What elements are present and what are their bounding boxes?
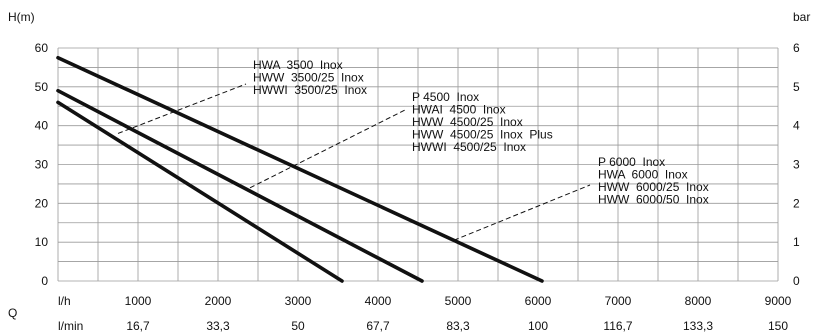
x-tick-label-lh: 2000 — [205, 294, 232, 308]
x-tick-label-lmin: 16,7 — [126, 319, 150, 333]
curve-label: HWW 4500/25 Inox — [412, 115, 523, 129]
x-tick-label-lh: 4000 — [365, 294, 392, 308]
curve-label: HWW 3500/25 Inox — [253, 71, 364, 85]
y-tick-label-left: 30 — [35, 158, 49, 172]
x-tick-label-lmin: 100 — [528, 319, 548, 333]
y-axis-title-right: bar — [793, 10, 810, 24]
curve-label: HWA 6000 Inox — [598, 168, 688, 182]
y-tick-label-right: 0 — [793, 274, 800, 288]
x-tick-label-lmin: 33,3 — [206, 319, 230, 333]
x-tick-label-lmin: 83,3 — [446, 319, 470, 333]
pump-curve-1 — [56, 100, 344, 283]
curve-label: HWWI 3500/25 Inox — [253, 83, 367, 97]
label-leader-1 — [117, 83, 247, 134]
y-tick-label-right: 6 — [793, 41, 800, 55]
x-tick-label-lh: 8000 — [685, 294, 712, 308]
y-tick-label-right: 2 — [793, 196, 800, 210]
x-unit-lmin: l/min — [58, 319, 83, 333]
label-leader-2 — [249, 109, 406, 189]
pump-curve-3 — [56, 55, 544, 283]
tick-labels: 0 10 20 30 40 50 60 0 1 2 3 4 5 6 1000 2000 3000 4000 5000… — [35, 41, 800, 333]
curve-label: HWA 3500 Inox — [253, 58, 343, 72]
y-axis-title-left: H(m) — [8, 10, 35, 24]
curves — [56, 55, 544, 283]
label-leaders — [117, 83, 591, 241]
curve-label: HWW 6000/50 Inox — [598, 193, 709, 207]
y-tick-label-left: 10 — [35, 235, 49, 249]
grid — [57, 47, 779, 282]
y-tick-label-right: 4 — [793, 119, 800, 133]
pump-curve-2 — [56, 88, 424, 283]
curve-label: P 6000 Inox — [598, 155, 665, 169]
y-tick-label-left: 40 — [35, 119, 49, 133]
x-tick-label-lmin: 133,3 — [683, 319, 713, 333]
y-tick-label-left: 60 — [35, 41, 49, 55]
x-tick-label-lh: 1000 — [125, 294, 152, 308]
curve-label: HWW 4500/25 Inox Plus — [412, 128, 553, 142]
x-tick-label-lh: 5000 — [445, 294, 472, 308]
curve-label: HWWI 4500/25 Inox — [412, 140, 526, 154]
y-tick-label-right: 5 — [793, 80, 800, 94]
x-tick-label-lh: 3000 — [285, 294, 312, 308]
curve-label: P 4500 Inox — [412, 90, 479, 104]
curve-label: HWW 6000/25 Inox — [598, 180, 709, 194]
x-tick-label-lh: 9000 — [765, 294, 792, 308]
x-tick-label-lh: 6000 — [525, 294, 552, 308]
y-tick-label-right: 1 — [793, 235, 800, 249]
y-tick-label-left: 0 — [41, 274, 48, 288]
x-unit-lh: l/h — [58, 294, 71, 308]
x-tick-label-lmin: 67,7 — [366, 319, 390, 333]
curve-label: HWAI 4500 Inox — [412, 103, 506, 117]
y-tick-label-right: 3 — [793, 158, 800, 172]
label-leader-3 — [453, 184, 591, 241]
y-tick-label-left: 50 — [35, 80, 49, 94]
x-tick-label-lmin: 116,7 — [603, 319, 632, 333]
x-axis-title: Q — [8, 306, 17, 320]
x-tick-label-lh: 7000 — [605, 294, 632, 308]
x-tick-label-lmin: 150 — [768, 319, 788, 333]
x-tick-label-lmin: 50 — [291, 319, 305, 333]
y-tick-label-left: 20 — [35, 196, 49, 210]
